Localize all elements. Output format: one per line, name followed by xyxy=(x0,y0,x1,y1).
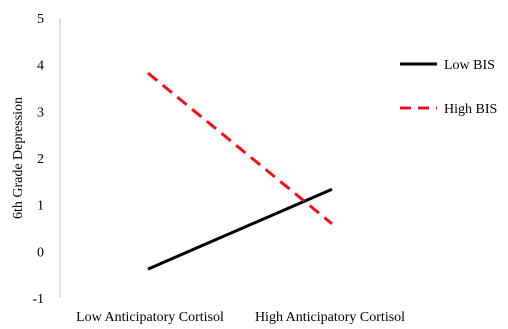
x-tick-label: Low Anticipatory Cortisol xyxy=(76,310,224,325)
y-tick-labels: -1 0 1 2 3 4 5 xyxy=(32,12,44,307)
series-lines xyxy=(147,71,333,271)
legend-label: Low BIS xyxy=(444,58,495,73)
y-axis-title: 6th Grade Depression xyxy=(11,97,26,219)
x-tick-label: High Anticipatory Cortisol xyxy=(255,310,405,325)
y-tick-label: -1 xyxy=(32,292,44,307)
y-tick-label: 1 xyxy=(37,199,44,214)
legend-label: High BIS xyxy=(444,102,497,117)
y-tick-label: 3 xyxy=(37,105,44,120)
x-tick-labels: Low Anticipatory Cortisol High Anticipato… xyxy=(76,310,405,325)
series-line-low-bis xyxy=(147,187,333,271)
y-tick-label: 2 xyxy=(37,152,44,167)
y-tick-label: 5 xyxy=(37,12,44,27)
legend: Low BIS High BIS xyxy=(400,58,497,117)
y-tick-label: 0 xyxy=(37,245,44,260)
series-line-high-bis xyxy=(147,71,333,225)
y-tick-label: 4 xyxy=(37,59,44,74)
